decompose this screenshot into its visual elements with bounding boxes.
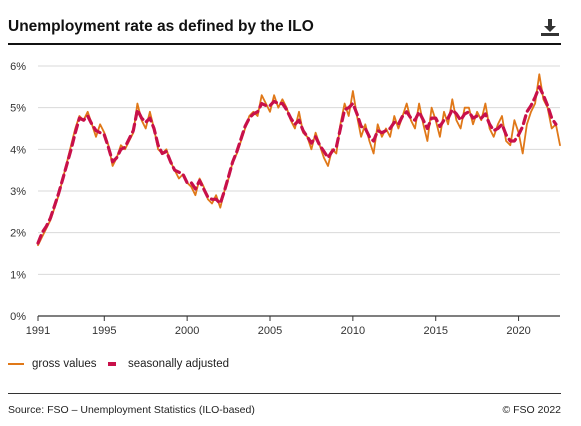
- line-chart: 0% 1% 2% 3% 4% 5% 6% 1991 1995 2000 2005 2010 2015 20…: [10, 61, 561, 337]
- x-tick-label: 2020: [506, 325, 530, 337]
- legend-swatch-gross: [8, 362, 24, 365]
- series-line-gross-values: [37, 73, 561, 247]
- legend-label-seasonally-adjusted: seasonally adjusted: [128, 358, 230, 370]
- chart-header: Unemployment rate as defined by the ILO: [8, 6, 561, 44]
- legend-item-seasonally-adjusted[interactable]: seasonally adjusted: [108, 358, 229, 370]
- axes: 0% 1% 2% 3% 4% 5% 6% 1991 1995 2000 2005 2010 2015 20…: [10, 61, 531, 337]
- copyright-note: © FSO 2022: [502, 404, 561, 416]
- y-tick-label: 4%: [10, 144, 26, 156]
- legend-swatch-seasonally-adjusted: [108, 361, 120, 366]
- y-tick-label: 6%: [10, 61, 26, 73]
- data-series: [36, 73, 561, 247]
- grid-lines: [38, 65, 560, 317]
- download-icon[interactable]: [539, 16, 561, 38]
- legend-item-gross[interactable]: gross values: [8, 358, 97, 370]
- source-note: Source: FSO – Unemployment Statistics (I…: [8, 404, 255, 416]
- y-tick-label: 5%: [10, 103, 26, 115]
- x-tick-label: 1991: [26, 325, 50, 337]
- footer-divider: [8, 393, 561, 394]
- y-tick-label: 3%: [10, 186, 26, 198]
- chart-title: Unemployment rate as defined by the ILO: [8, 18, 314, 35]
- x-tick-label: 2005: [258, 325, 282, 337]
- y-tick-label: 2%: [10, 228, 26, 240]
- legend-label-gross: gross values: [32, 358, 97, 370]
- x-tick-label: 2015: [423, 325, 447, 337]
- series-line-seasonally-adjusted: [36, 85, 558, 245]
- x-tick-label: 2010: [341, 325, 365, 337]
- x-tick-label: 1995: [92, 325, 116, 337]
- y-tick-label: 0%: [10, 311, 26, 323]
- y-tick-label: 1%: [10, 269, 26, 281]
- header-divider: [8, 43, 561, 45]
- x-tick-label: 2000: [175, 325, 199, 337]
